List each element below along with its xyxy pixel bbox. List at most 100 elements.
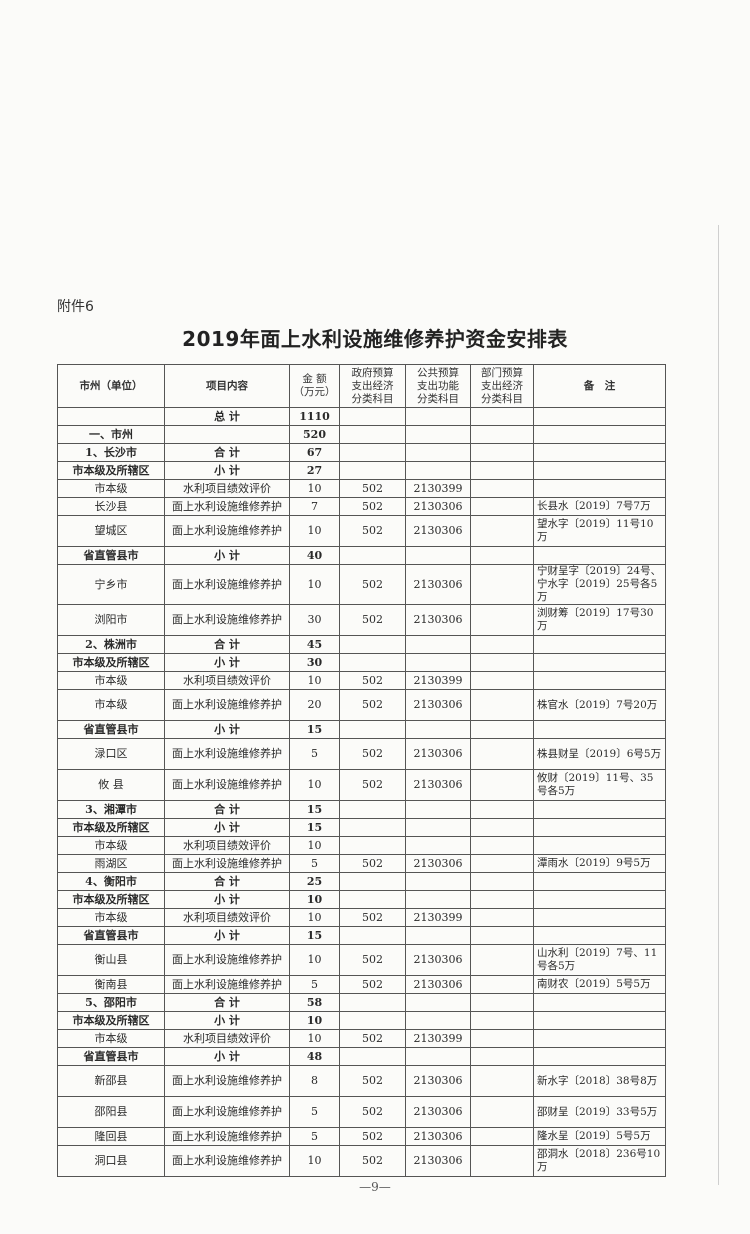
cell-note: 邵财呈〔2019〕33号5万: [533, 1096, 666, 1128]
cell-pub: [405, 635, 471, 654]
cell-note: [533, 407, 666, 426]
cell-gov: 502: [339, 738, 406, 770]
cell-dept: [470, 854, 534, 873]
cell-gov: [339, 443, 406, 462]
cell-project: 水利项目绩效评价: [164, 479, 290, 498]
cell-note: [533, 443, 666, 462]
cell-dept: [470, 635, 534, 654]
cell-unit: 长沙县: [57, 497, 165, 516]
table-row: 市本级 水利项目绩效评价 10 502 2130399: [57, 479, 666, 498]
table-row: 总 计 1110: [57, 407, 666, 426]
cell-gov: [339, 1011, 406, 1030]
table-row: 洞口县 面上水利设施维修养护 10 502 2130306 邵洞水〔2018〕236号10…: [57, 1145, 666, 1177]
funding-table: 市州（单位） 项目内容金 额 （万元） 政府预算 支出经济 分类科目 公共预算 支出功…: [57, 364, 666, 1177]
cell-pub: [405, 993, 471, 1012]
cell-dept: [470, 653, 534, 672]
cell-amount: 15: [289, 800, 340, 819]
cell-amount: 25: [289, 872, 340, 891]
cell-dept: [470, 443, 534, 462]
cell-project: 小 计: [164, 653, 290, 672]
column-header-unit: 市州（单位）: [57, 364, 165, 408]
cell-note: 潭雨水〔2019〕9号5万: [533, 854, 666, 873]
table-row: 望城区 面上水利设施维修养护 10 502 2130306 望水字〔2019〕11号10万: [57, 515, 666, 547]
cell-amount: 10: [289, 1145, 340, 1177]
cell-amount: 30: [289, 653, 340, 672]
cell-project: 面上水利设施维修养护: [164, 944, 290, 976]
cell-dept: [470, 689, 534, 721]
cell-gov: 502: [339, 604, 406, 636]
cell-project: 面上水利设施维修养护: [164, 769, 290, 801]
cell-note: 攸财〔2019〕11号、35号各5万: [533, 769, 666, 801]
cell-gov: 502: [339, 497, 406, 516]
cell-amount: 10: [289, 769, 340, 801]
cell-unit: 雨湖区: [57, 854, 165, 873]
cell-unit: 省直管县市: [57, 720, 165, 739]
cell-dept: [470, 818, 534, 837]
column-header-amount: 金 额 （万元）: [289, 364, 340, 408]
cell-pub: 2130306: [405, 854, 471, 873]
cell-unit: 2、株洲市: [57, 635, 165, 654]
cell-unit: 一、市州: [57, 425, 165, 444]
cell-gov: 502: [339, 769, 406, 801]
cell-pub: [405, 800, 471, 819]
cell-gov: [339, 635, 406, 654]
cell-note: 望水字〔2019〕11号10万: [533, 515, 666, 547]
cell-pub: 2130306: [405, 975, 471, 994]
cell-dept: [470, 604, 534, 636]
cell-gov: [339, 818, 406, 837]
cell-note: [533, 890, 666, 909]
cell-note: 宁财呈字〔2019〕24号、宁水字〔2019〕25号各5万: [533, 564, 666, 605]
cell-note: [533, 836, 666, 855]
table-row: 衡南县 面上水利设施维修养护 5 502 2130306 南财农〔2019〕5号5万: [57, 975, 666, 994]
cell-note: 长县水〔2019〕7号7万: [533, 497, 666, 516]
cell-amount: 67: [289, 443, 340, 462]
column-header-dept-econ: 部门预算 支出经济 分类科目: [470, 364, 534, 408]
cell-dept: [470, 720, 534, 739]
cell-unit: 衡南县: [57, 975, 165, 994]
column-header-public-func: 公共预算 支出功能 分类科目: [405, 364, 471, 408]
cell-project: 水利项目绩效评价: [164, 1029, 290, 1048]
cell-unit: 市本级: [57, 1029, 165, 1048]
table-header-row: 市州（单位） 项目内容金 额 （万元） 政府预算 支出经济 分类科目 公共预算 支出功…: [57, 364, 666, 408]
cell-project: 面上水利设施维修养护: [164, 1145, 290, 1177]
cell-dept: [470, 1011, 534, 1030]
table-row: 新邵县 面上水利设施维修养护 8 502 2130306 新水字〔2018〕38号8万: [57, 1065, 666, 1097]
cell-project: 总 计: [164, 407, 290, 426]
cell-project: 小 计: [164, 1047, 290, 1066]
cell-unit: [57, 407, 165, 426]
cell-pub: 2130306: [405, 738, 471, 770]
cell-gov: [339, 720, 406, 739]
cell-pub: [405, 872, 471, 891]
cell-gov: 502: [339, 1145, 406, 1177]
cell-note: [533, 818, 666, 837]
table-row: 3、湘潭市合 计 15: [57, 800, 666, 819]
cell-dept: [470, 564, 534, 605]
cell-gov: 502: [339, 564, 406, 605]
cell-dept: [470, 546, 534, 565]
table-row: 省直管县市小 计 48: [57, 1047, 666, 1066]
cell-gov: 502: [339, 944, 406, 976]
cell-unit: 望城区: [57, 515, 165, 547]
cell-unit: 4、衡阳市: [57, 872, 165, 891]
table-body: 总 计 1110 一、市州 520 1、长沙市合 计 67 市本级及所辖区小 计 27 市本级水…: [57, 407, 666, 1177]
cell-note: [533, 546, 666, 565]
cell-unit: 宁乡市: [57, 564, 165, 605]
table-row: 长沙县 面上水利设施维修养护 7 502 2130306 长县水〔2019〕7号7万: [57, 497, 666, 516]
cell-amount: 10: [289, 564, 340, 605]
cell-pub: 2130399: [405, 1029, 471, 1048]
cell-unit: 市本级: [57, 689, 165, 721]
cell-dept: [470, 800, 534, 819]
cell-amount: 8: [289, 1065, 340, 1097]
cell-pub: 2130306: [405, 1065, 471, 1097]
cell-pub: 2130306: [405, 769, 471, 801]
cell-dept: [470, 1096, 534, 1128]
cell-pub: 2130306: [405, 515, 471, 547]
cell-gov: 502: [339, 1065, 406, 1097]
table-row: 市本级及所辖区小 计 10: [57, 890, 666, 909]
cell-pub: 2130306: [405, 564, 471, 605]
table-row: 市本级 水利项目绩效评价 10 502 2130399: [57, 908, 666, 927]
cell-amount: 27: [289, 461, 340, 480]
table-row: 省直管县市小 计 15: [57, 926, 666, 945]
cell-project: 小 计: [164, 461, 290, 480]
cell-gov: [339, 425, 406, 444]
